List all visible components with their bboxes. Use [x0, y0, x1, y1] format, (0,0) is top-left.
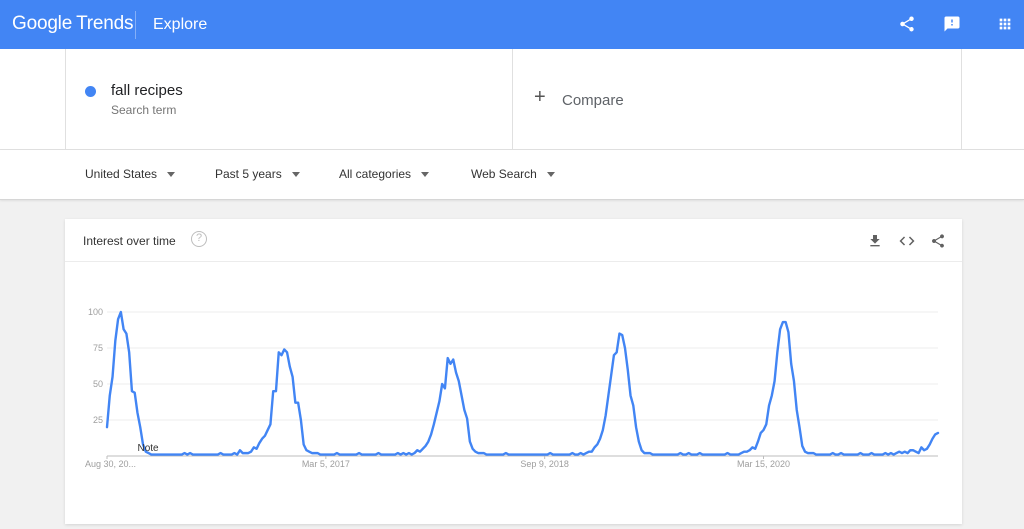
category-value: All categories [339, 167, 412, 181]
caret-down-icon [546, 172, 555, 177]
apps-icon[interactable] [995, 14, 1015, 34]
caret-down-icon [167, 172, 176, 177]
download-icon[interactable] [866, 232, 884, 250]
page-title: Explore [153, 16, 208, 33]
help-icon[interactable]: ? [191, 231, 207, 247]
y-tick-label-100: 100 [88, 307, 103, 317]
caret-down-icon [291, 172, 300, 177]
term-color-dot [85, 86, 96, 97]
search-term-card[interactable]: fall recipes Search term [65, 49, 513, 150]
x-tick-label: Mar 5, 2017 [302, 459, 350, 469]
embed-icon[interactable] [898, 232, 916, 250]
share-icon[interactable] [897, 14, 917, 34]
logo-trends-text: Trends [76, 13, 134, 34]
search-term-label[interactable]: fall recipes [111, 82, 183, 99]
category-dropdown[interactable]: All categories [339, 167, 430, 181]
chart-tick-labels: 25 50 75 100 Aug 30, 20... Mar 5, 2017 Sep 9, … [85, 307, 790, 469]
time-range-value: Past 5 years [215, 167, 282, 181]
top-app-bar: Google Trends Explore [0, 0, 1024, 49]
share-icon[interactable] [929, 232, 947, 250]
google-trends-logo[interactable]: Google Trends [12, 13, 134, 35]
y-tick-label-50: 50 [93, 379, 103, 389]
chart-gridlines [106, 311, 938, 459]
search-term-type: Search term [111, 103, 177, 117]
card-title: Interest over time [83, 234, 176, 248]
chart-annotations: Note [137, 443, 159, 454]
feedback-icon[interactable] [942, 14, 962, 34]
interest-over-time-chart[interactable]: 25 50 75 100 Aug 30, 20... Mar 5, 2017 Sep 9, … [65, 219, 962, 524]
card-header: Interest over time ? [65, 219, 962, 262]
interest-over-time-card: Interest over time ? 25 50 75 100 Aug 30, 20… [65, 219, 962, 524]
header-divider [135, 11, 136, 39]
filters-bar: United States Past 5 years All categorie… [0, 150, 1024, 200]
search-property-dropdown[interactable]: Web Search [471, 167, 555, 181]
logo-google-text: Google [12, 13, 73, 34]
time-range-dropdown[interactable]: Past 5 years [215, 167, 300, 181]
region-value: United States [85, 167, 158, 181]
search-property-value: Web Search [471, 167, 537, 181]
x-tick-label: Aug 30, 20... [85, 459, 136, 469]
region-dropdown[interactable]: United States [85, 167, 176, 181]
y-tick-label-25: 25 [93, 415, 103, 425]
y-tick-label-75: 75 [93, 343, 103, 353]
note-annotation[interactable]: Note [137, 443, 159, 454]
search-terms-bar: fall recipes Search term + Compare [0, 49, 1024, 150]
x-tick-label: Mar 15, 2020 [737, 459, 790, 469]
chart-series [105, 310, 940, 456]
x-tick-label: Sep 9, 2018 [520, 459, 569, 469]
plus-icon: + [534, 86, 546, 108]
compare-button[interactable]: + Compare [513, 49, 962, 150]
caret-down-icon [421, 172, 430, 177]
series-line-fall-recipes[interactable] [105, 310, 940, 456]
compare-label: Compare [562, 92, 624, 109]
